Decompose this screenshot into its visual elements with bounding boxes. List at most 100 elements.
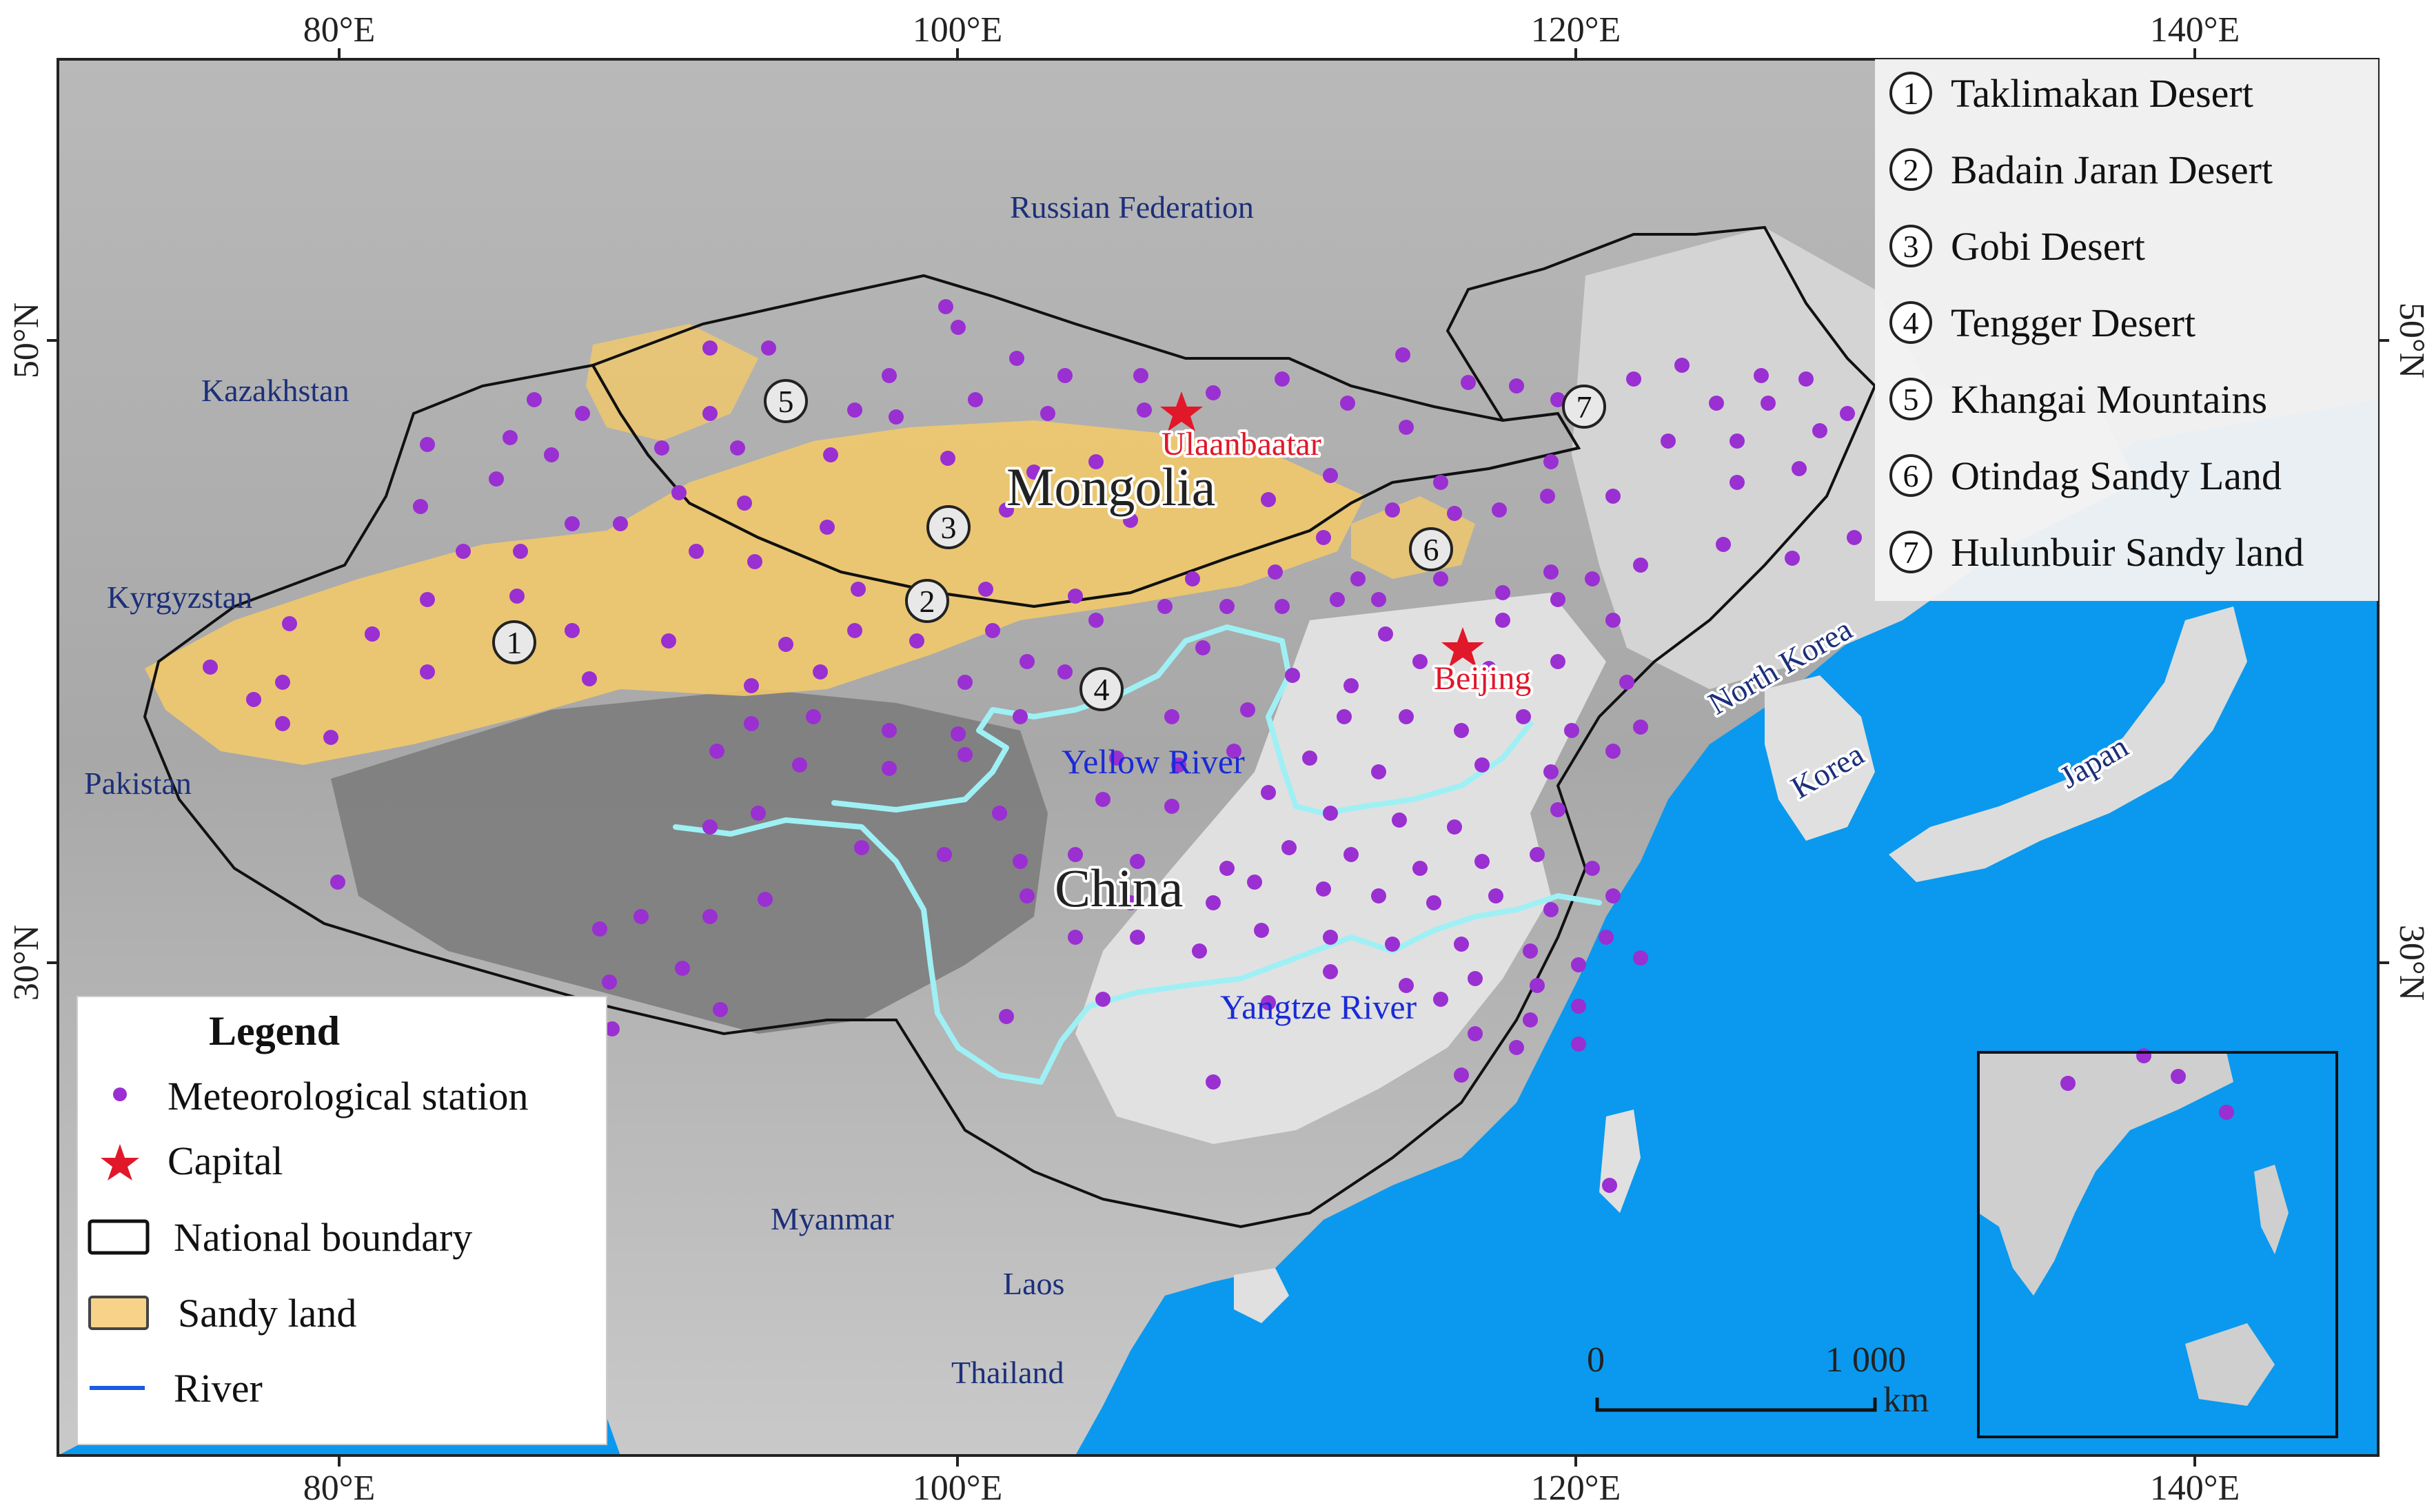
meteorological-station — [1013, 854, 1028, 869]
region-list-panel: 1 Taklimakan Desert 2 Badain Jaran Desert 3 G… — [1875, 59, 2378, 601]
meteorological-station — [882, 368, 897, 383]
meteorological-station — [1285, 668, 1300, 683]
region-list: 1 Taklimakan Desert 2 Badain Jaran Desert 3 G… — [1889, 71, 2304, 575]
region-marker-6: 6 — [1409, 527, 1453, 571]
meteorological-station — [1040, 406, 1055, 421]
axis-labels: 80°E 100°E 120°E 140°E 80°E 100°E 120°E … — [7, 10, 2431, 1508]
country-kazakhstan: Kazakhstan — [201, 373, 349, 408]
svg-text:5: 5 — [778, 384, 794, 419]
meteorological-station — [909, 633, 924, 648]
meteorological-station — [582, 671, 597, 686]
meteorological-station — [978, 582, 993, 597]
meteorological-station — [323, 730, 338, 745]
meteorological-station — [1219, 861, 1235, 876]
rivers — [673, 624, 1602, 1085]
meteorological-station — [792, 757, 807, 773]
meteorological-station — [1371, 888, 1386, 903]
meteorological-station — [957, 675, 973, 690]
meteorological-station — [1316, 881, 1331, 897]
legend-river-label: River — [174, 1366, 263, 1411]
meteorological-station — [1619, 675, 1634, 690]
meteorological-station — [1495, 585, 1510, 600]
meteorological-station — [806, 709, 821, 724]
region-list-item: 5 Khangai Mountains — [1889, 377, 2267, 422]
region-list-item: 7 Hulunbuir Sandy land — [1889, 530, 2304, 575]
meteorological-station — [1543, 564, 1559, 580]
region-list-item: 2 Badain Jaran Desert — [1889, 147, 2273, 192]
meteorological-station — [654, 440, 669, 456]
meteorological-station — [1323, 930, 1338, 945]
region-list-name: Gobi Desert — [1951, 224, 2145, 269]
meteorological-station — [702, 819, 718, 835]
meteorological-station — [744, 678, 759, 693]
country-laos: Laos — [1003, 1266, 1064, 1301]
meteorological-station — [1585, 861, 1600, 876]
meteorological-station — [1571, 957, 1586, 972]
region-list-name: Hulunbuir Sandy land — [1951, 530, 2304, 575]
meteorological-station — [1550, 802, 1565, 817]
meteorological-station — [1088, 454, 1104, 469]
meteorological-station — [882, 761, 897, 776]
meteorological-station — [1123, 513, 1138, 528]
capital-label-ulaanbaatar: Ulaanbaatar — [1162, 426, 1321, 462]
meteorological-station — [1661, 433, 1676, 449]
meteorological-station — [1164, 709, 1179, 724]
meteorological-station — [851, 582, 866, 597]
meteorological-station — [420, 437, 435, 452]
region-list-circle — [1889, 378, 1932, 420]
meteorological-station — [737, 496, 752, 511]
meteorological-station — [1447, 819, 1462, 835]
meteorological-station — [1602, 1178, 1617, 1193]
meteorological-station — [1323, 806, 1338, 821]
meteorological-station — [1254, 923, 1269, 938]
region-list-number: 2 — [1903, 152, 1919, 187]
scale-max: 1 000 — [1825, 1340, 1906, 1380]
inset-station — [2219, 1105, 2234, 1120]
meteorological-station — [1371, 592, 1386, 607]
meteorological-station — [1447, 506, 1462, 521]
meteorological-station — [1481, 661, 1497, 676]
meteorological-station — [1543, 454, 1559, 469]
meteorological-station — [1133, 368, 1148, 383]
meteorological-station — [544, 447, 559, 462]
region-list-number: 5 — [1903, 382, 1919, 417]
meteorological-station — [602, 974, 617, 990]
meteorological-station — [1009, 351, 1024, 366]
meteorological-station — [1840, 406, 1855, 421]
meteorological-station — [1095, 992, 1110, 1007]
meteorological-station — [1454, 937, 1469, 952]
meteorological-station — [1730, 433, 1745, 449]
meteorological-station — [1530, 978, 1545, 993]
meteorological-station — [1523, 1012, 1538, 1028]
region-list-number: 4 — [1903, 305, 1919, 340]
meteorological-station — [1340, 396, 1355, 411]
meteorological-station — [1226, 744, 1241, 759]
meteorological-station — [1206, 895, 1221, 910]
inset-station — [2136, 1048, 2151, 1063]
meteorological-station — [1123, 895, 1138, 910]
meteorological-station — [938, 299, 953, 314]
svg-text:2: 2 — [920, 584, 935, 619]
region-list-circle — [1889, 225, 1932, 267]
meteorological-station — [1626, 371, 1641, 387]
meteorological-station — [592, 921, 607, 937]
meteorological-station — [1605, 489, 1621, 504]
meteorological-station — [1261, 785, 1276, 800]
lon-tick-bottom-80: 80°E — [303, 1469, 376, 1508]
meteorological-station — [1605, 613, 1621, 628]
meteorological-station — [1109, 750, 1124, 766]
korea-land — [1765, 675, 1875, 841]
tibet-plateau — [331, 689, 1048, 1034]
meteorological-station — [1013, 709, 1028, 724]
meteorological-station — [1057, 368, 1073, 383]
region-list-number: 3 — [1903, 229, 1919, 264]
meteorological-station — [1730, 475, 1745, 490]
meteorological-station — [1020, 888, 1035, 903]
legend-capital-symbol — [101, 1144, 139, 1181]
region-list-circle — [1889, 148, 1932, 191]
meteorological-station — [847, 402, 862, 418]
meteorological-station — [1571, 1036, 1586, 1052]
meteorological-station — [702, 406, 718, 421]
meteorological-station — [1026, 464, 1042, 480]
